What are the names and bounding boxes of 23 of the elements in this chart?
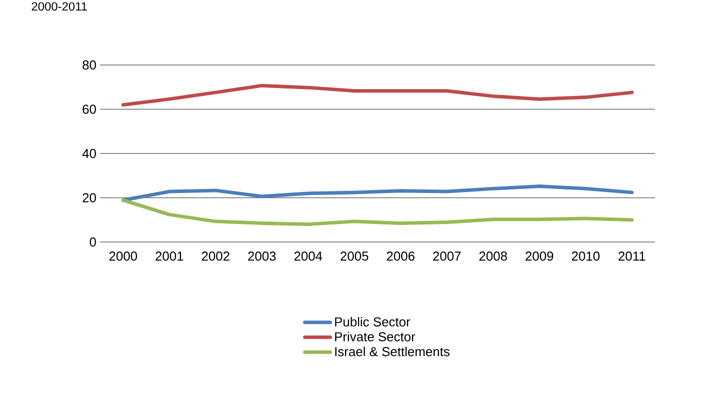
x-tick-label: 2002 bbox=[202, 252, 230, 261]
line-series bbox=[121, 198, 634, 226]
y-tick-label: 40 bbox=[82, 148, 96, 158]
y-tick-label: 20 bbox=[82, 193, 96, 202]
y-tick-label: 0 bbox=[90, 237, 96, 247]
y-tick-label: 80 bbox=[82, 60, 96, 70]
x-tick-label: 2001 bbox=[156, 252, 184, 261]
x-tick-label: 2008 bbox=[479, 252, 507, 261]
legend-label: Public Sector bbox=[335, 316, 410, 326]
y-tick-label: 60 bbox=[82, 104, 96, 114]
x-tick-label: 2007 bbox=[433, 252, 461, 261]
x-tick-label: 2010 bbox=[572, 252, 600, 261]
x-tick-label: 2006 bbox=[386, 252, 414, 261]
x-tick-label: 2009 bbox=[526, 252, 554, 261]
legend-label: Israel & Settlements bbox=[335, 346, 450, 356]
legend-label: Private Sector bbox=[335, 332, 416, 342]
chart-title: 2000-2011 bbox=[32, 2, 87, 11]
x-tick-label: 2005 bbox=[340, 252, 368, 261]
line-series bbox=[121, 184, 634, 202]
x-tick-label: 2003 bbox=[248, 252, 276, 261]
x-tick-label: 2004 bbox=[294, 252, 322, 261]
x-tick-label: 2000 bbox=[109, 252, 138, 261]
x-tick-label: 2011 bbox=[618, 252, 646, 261]
